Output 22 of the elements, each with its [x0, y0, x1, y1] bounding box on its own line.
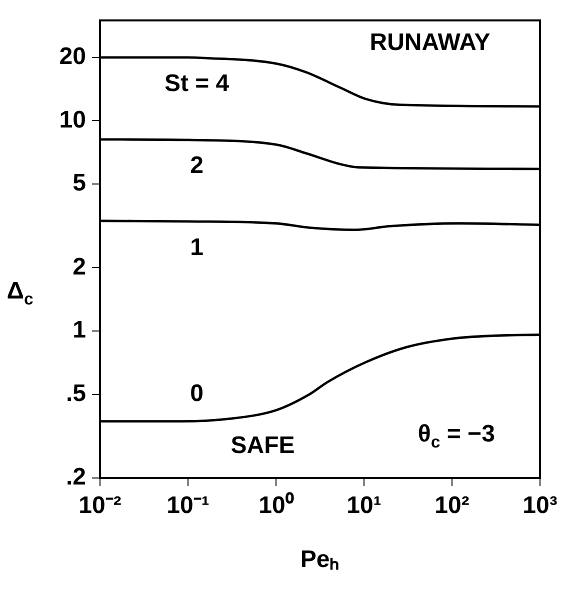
annotation: θ$_{c}$ = −3 [418, 420, 495, 452]
y-axis-title: Δ$_{c}$ [6, 278, 34, 308]
series-label: 2 [190, 152, 204, 180]
x-tick-label: 10² [434, 492, 470, 520]
x-tick-label: 10⁻¹ [166, 492, 210, 520]
y-tick-label: 10 [59, 106, 86, 134]
x-tick-label: 10⁰ [258, 492, 294, 520]
y-tick-label: 20 [59, 43, 86, 70]
series-label: St = 4 [164, 70, 230, 97]
series-label: 1 [190, 234, 204, 261]
y-tick-label: .2 [66, 464, 86, 491]
x-tick-label: 10³ [522, 492, 558, 520]
series-label: 0 [190, 380, 204, 408]
x-axis-title: Peₕ [300, 546, 340, 573]
annotation: RUNAWAY [370, 29, 490, 56]
y-tick-label: .5 [66, 380, 86, 407]
annotation: SAFE [230, 432, 295, 459]
y-tick-label: 1 [72, 316, 86, 344]
y-tick-label: 5 [72, 170, 86, 197]
y-tick-label: 2 [72, 253, 86, 280]
x-tick-label: 10¹ [346, 492, 382, 520]
x-tick-label: 10⁻² [78, 492, 122, 520]
